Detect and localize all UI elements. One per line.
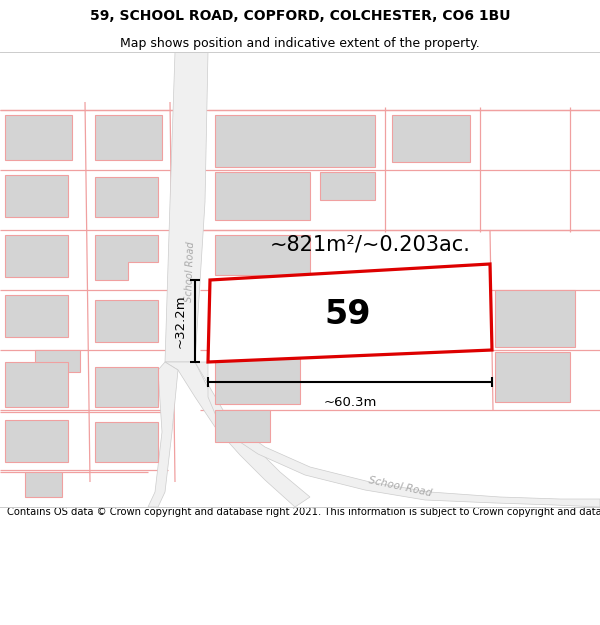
Polygon shape [165,52,208,362]
Polygon shape [95,367,158,407]
Polygon shape [215,410,270,442]
Text: School Road: School Road [184,241,196,302]
Polygon shape [215,235,310,275]
Polygon shape [495,290,575,347]
Polygon shape [95,177,158,217]
Text: School Road: School Road [367,476,433,499]
Text: 59: 59 [325,298,371,331]
Polygon shape [392,115,470,162]
Polygon shape [148,362,178,507]
Polygon shape [5,115,72,160]
Polygon shape [215,357,300,404]
Polygon shape [208,264,492,362]
Polygon shape [95,115,162,160]
Text: ~821m²/~0.203ac.: ~821m²/~0.203ac. [269,234,470,254]
Text: 59, SCHOOL ROAD, COPFORD, COLCHESTER, CO6 1BU: 59, SCHOOL ROAD, COPFORD, COLCHESTER, CO… [90,9,510,23]
Polygon shape [195,362,600,507]
Polygon shape [35,350,80,372]
Polygon shape [165,362,310,507]
Polygon shape [215,172,310,220]
Text: Contains OS data © Crown copyright and database right 2021. This information is : Contains OS data © Crown copyright and d… [7,507,600,517]
Polygon shape [0,52,600,507]
Text: ~32.2m: ~32.2m [174,294,187,348]
Polygon shape [5,235,68,277]
Polygon shape [5,295,68,337]
Polygon shape [5,362,68,407]
Polygon shape [95,235,158,280]
Polygon shape [25,472,62,497]
Polygon shape [95,422,158,462]
Text: Map shows position and indicative extent of the property.: Map shows position and indicative extent… [120,38,480,51]
Polygon shape [5,175,68,217]
Polygon shape [5,420,68,462]
Polygon shape [215,115,375,167]
Polygon shape [320,172,375,200]
Polygon shape [495,352,570,402]
Text: ~60.3m: ~60.3m [323,396,377,409]
Polygon shape [95,300,158,342]
